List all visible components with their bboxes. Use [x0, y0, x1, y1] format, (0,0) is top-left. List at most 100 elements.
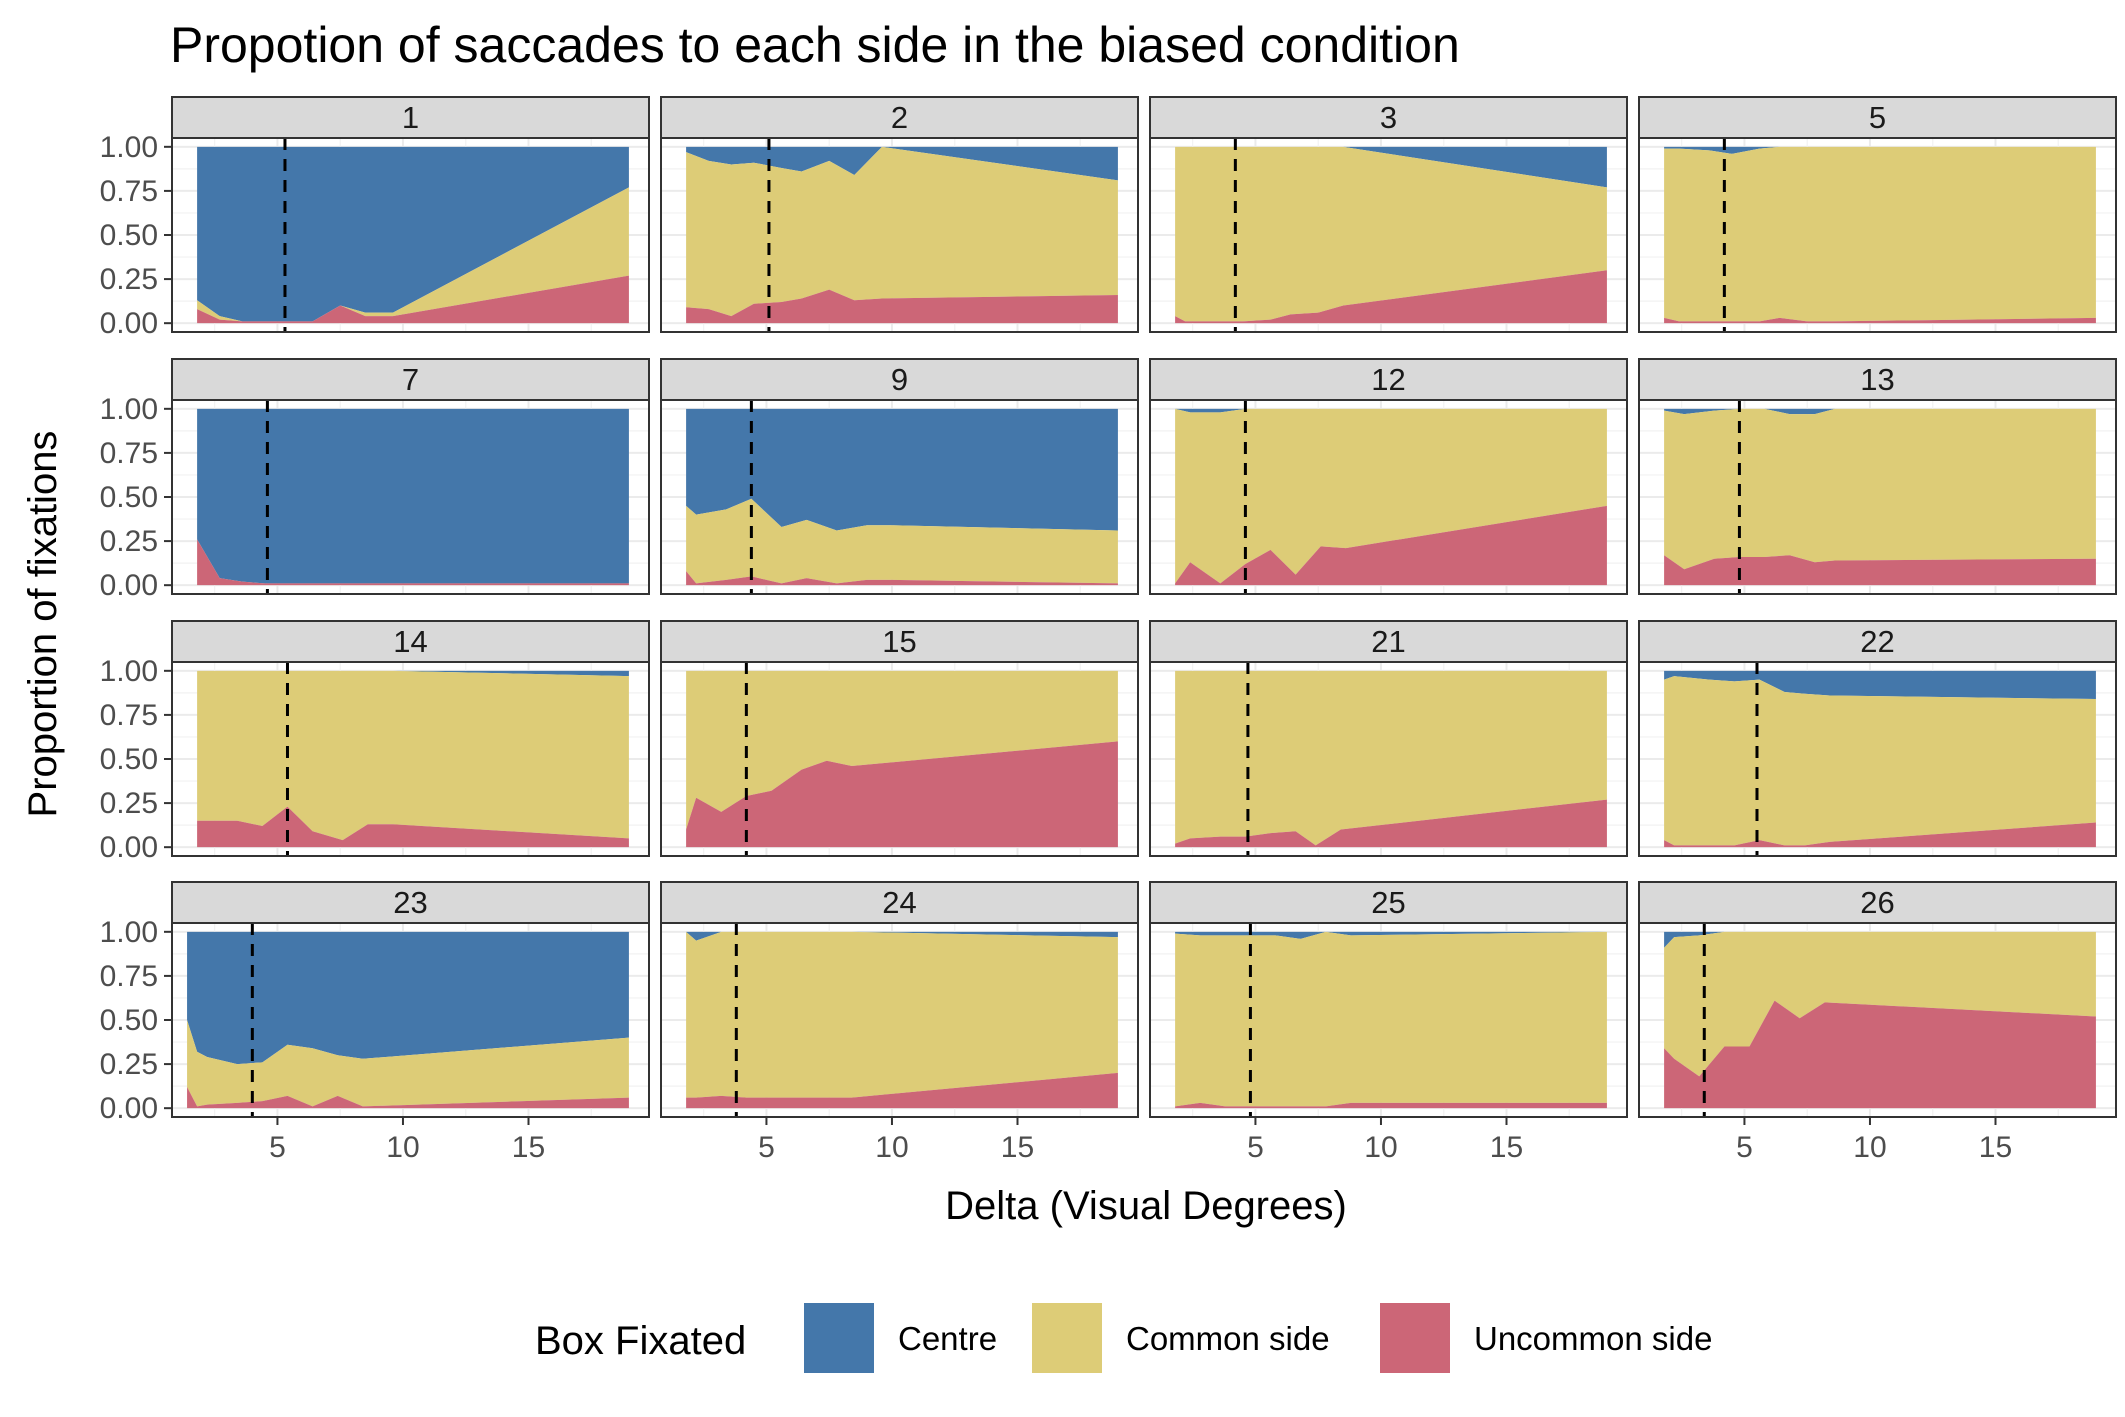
- panel-border: [660, 399, 1139, 595]
- area-uncommon-side: [686, 1072, 1118, 1109]
- area-common-side: [197, 187, 629, 322]
- area-uncommon-side: [686, 289, 1118, 324]
- strip-background: [1149, 358, 1628, 401]
- panel-3: 3: [1149, 96, 1628, 333]
- area-centre: [1175, 931, 1607, 939]
- area-uncommon-side: [1175, 799, 1607, 848]
- strip-background: [660, 620, 1139, 663]
- area-common-side: [1175, 931, 1607, 1107]
- area-common-side: [1175, 670, 1607, 846]
- area-uncommon-side: [1664, 822, 2096, 848]
- strip-label: 21: [1371, 624, 1405, 659]
- strip-label: 9: [891, 362, 908, 397]
- strip-label: 3: [1380, 100, 1397, 135]
- legend-key: [1380, 1303, 1450, 1373]
- legend-item: Centre: [804, 1303, 997, 1373]
- x-tick-label: 5: [1247, 1131, 1264, 1164]
- y-tick-label: 0.75: [100, 960, 158, 993]
- panel-border: [1638, 399, 2117, 595]
- legend-item: Uncommon side: [1380, 1303, 1712, 1373]
- panel-26: 26 5 10 15: [1638, 881, 2117, 1164]
- area-uncommon-side: [1175, 270, 1607, 324]
- x-tick-label: 5: [269, 1131, 286, 1164]
- y-tick-label: 0.50: [100, 1004, 158, 1037]
- area-common-side: [197, 670, 629, 841]
- area-centre: [197, 146, 629, 322]
- panel-1: 1 0.00 0.25 0.50 0.75 1.00: [100, 96, 650, 340]
- area-centre: [686, 931, 1118, 941]
- strip-label: 22: [1860, 624, 1894, 659]
- area-uncommon-side: [1664, 555, 2096, 586]
- strip-background: [1638, 881, 2117, 924]
- area-common-side: [686, 931, 1118, 1098]
- area-centre: [686, 408, 1118, 531]
- panel-23: 23 0.00 0.25 0.50 0.75 1.00 5 10 15: [100, 881, 650, 1164]
- strip-label: 14: [393, 624, 427, 659]
- panel-border: [1149, 922, 1628, 1118]
- y-tick-label: 0.00: [100, 1092, 158, 1125]
- strip-label: 7: [402, 362, 419, 397]
- strip-background: [171, 96, 650, 139]
- chart-title: Propotion of saccades to each side in th…: [170, 17, 1460, 73]
- area-common-side: [1175, 146, 1607, 322]
- x-tick-label: 10: [1853, 1131, 1886, 1164]
- legend-key: [804, 1303, 874, 1373]
- y-tick-label: 0.75: [100, 175, 158, 208]
- strip-label: 26: [1860, 885, 1894, 920]
- strip-background: [1149, 620, 1628, 663]
- panel-5: 5: [1638, 96, 2117, 333]
- strip-label: 15: [882, 624, 916, 659]
- area-centre: [187, 931, 629, 1065]
- x-tick-label: 10: [875, 1131, 908, 1164]
- y-tick-label: 0.00: [100, 831, 158, 864]
- area-centre: [197, 670, 629, 677]
- panel-25: 25 5 10 15: [1149, 881, 1628, 1164]
- area-common-side: [1175, 408, 1607, 584]
- y-tick-label: 1.00: [100, 916, 158, 949]
- strip-background: [1638, 620, 2117, 663]
- x-tick-label: 15: [512, 1131, 545, 1164]
- panel-2: 2: [660, 96, 1139, 333]
- facet-panels: 10.000.250.500.751.002 3 570.000.250.500.7…: [100, 96, 2117, 1164]
- y-tick-label: 1.00: [100, 655, 158, 688]
- y-tick-label: 0.50: [100, 743, 158, 776]
- area-centre: [1664, 931, 2096, 948]
- area-uncommon-side: [187, 1087, 629, 1109]
- area-common-side: [187, 1020, 629, 1107]
- strip-background: [171, 620, 650, 663]
- y-tick-label: 0.25: [100, 263, 158, 296]
- strip-background: [1149, 96, 1628, 139]
- y-tick-label: 1.00: [100, 131, 158, 164]
- strip-label: 5: [1869, 100, 1886, 135]
- y-tick-label: 0.25: [100, 787, 158, 820]
- strip-label: 23: [393, 885, 427, 920]
- x-axis-title: Delta (Visual Degrees): [945, 1184, 1347, 1228]
- x-tick-label: 15: [1490, 1131, 1523, 1164]
- legend-title: Box Fixated: [535, 1319, 746, 1363]
- area-uncommon-side: [1175, 1102, 1607, 1109]
- area-common-side: [1664, 676, 2096, 846]
- panel-13: 13: [1638, 358, 2117, 595]
- panel-border: [660, 137, 1139, 333]
- y-tick-label: 0.25: [100, 1048, 158, 1081]
- panel-12: 12: [1149, 358, 1628, 595]
- x-tick-label: 5: [1736, 1131, 1753, 1164]
- panel-22: 22: [1638, 620, 2117, 857]
- panel-border: [1149, 661, 1628, 857]
- strip-background: [1638, 96, 2117, 139]
- legend-label: Uncommon side: [1474, 1320, 1712, 1357]
- panel-border: [1149, 399, 1628, 595]
- legend-label: Common side: [1126, 1320, 1330, 1357]
- strip-background: [1149, 881, 1628, 924]
- area-common-side: [1664, 931, 2096, 1077]
- area-uncommon-side: [197, 275, 629, 324]
- area-centre: [1664, 408, 2096, 415]
- panel-21: 21: [1149, 620, 1628, 857]
- panel-border: [660, 661, 1139, 857]
- area-uncommon-side: [1664, 317, 2096, 324]
- area-common-side: [686, 498, 1118, 584]
- area-uncommon-side: [197, 806, 629, 848]
- x-tick-label: 5: [758, 1131, 775, 1164]
- strip-background: [1638, 358, 2117, 401]
- area-centre: [686, 146, 1118, 181]
